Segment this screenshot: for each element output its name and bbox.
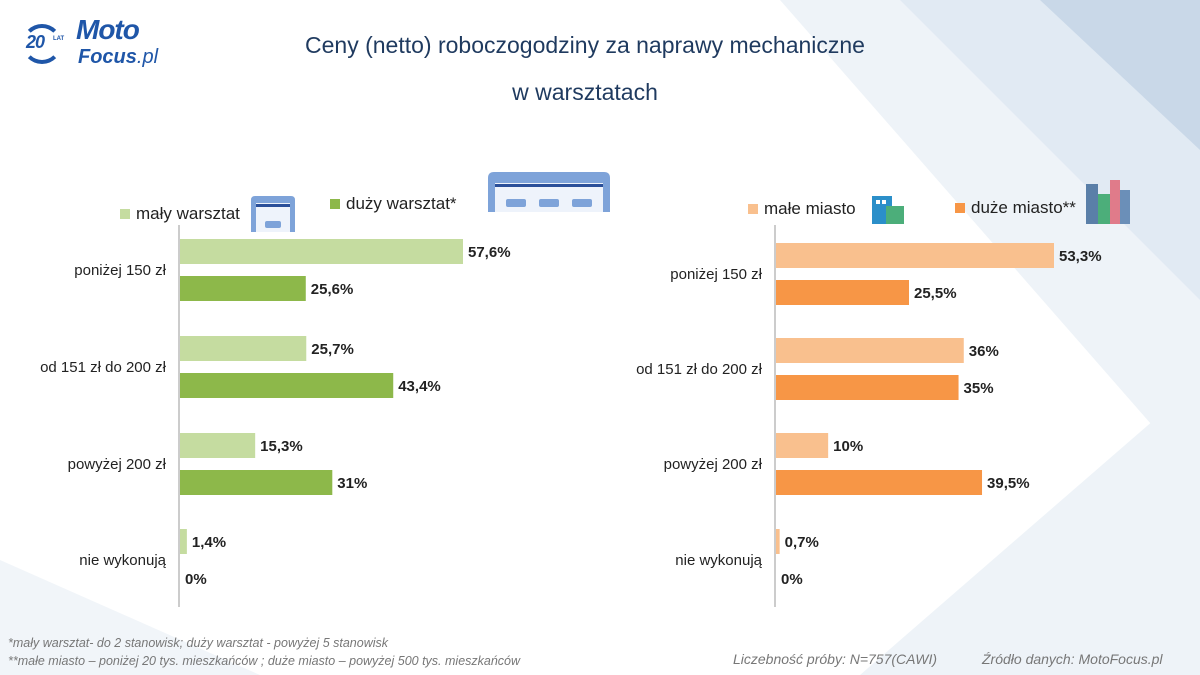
bar [180,276,306,301]
bar [180,470,333,495]
chart-title-line1: Ceny (netto) roboczogodziny za naprawy m… [305,32,865,58]
bar [776,433,829,458]
logo-years: 20 [26,32,45,52]
data-label: 25,5% [914,285,957,302]
data-label: 57,6% [468,244,511,261]
bar [180,239,463,264]
big-city-icon [1085,180,1130,224]
logo-focus: Focus.pl [78,46,159,68]
category-label: od 151 zł do 200 zł [40,359,167,376]
data-label: 31% [337,475,367,492]
data-label: 43,4% [398,378,441,395]
footnote-city: **małe miasto – poniżej 20 tys. mieszkań… [8,654,521,668]
data-label: 10% [833,438,863,455]
data-label: 0% [185,571,207,588]
data-label: 15,3% [260,438,303,455]
bar [776,375,959,400]
motofocus-logo: 20 LAT Moto Focus.pl [22,14,176,72]
category-label: powyżej 200 zł [664,456,763,473]
data-label: 25,7% [311,341,354,358]
data-label: 39,5% [987,475,1030,492]
chart-title-line2: w warsztatach [512,79,658,105]
logo-lat: LAT [53,36,65,42]
data-label: 25,6% [311,281,354,298]
data-source: Źródło danych: MotoFocus.pl [982,651,1163,667]
bar [180,336,307,361]
bar [180,433,256,458]
bar [776,243,1054,268]
footnote-workshop: *mały warsztat- do 2 stanowisk; duży war… [8,636,388,650]
bar [180,529,187,554]
bar [180,373,394,398]
small-town-icon [871,196,904,224]
category-label: nie wykonują [675,552,762,569]
data-label: 1,4% [192,534,226,551]
data-label: 36% [969,343,999,360]
legend-item-large-workshop: duży warsztat* [330,194,457,214]
legend-item-big-city: duże miasto** [955,180,1132,224]
category-label: od 151 zł do 200 zł [636,361,763,378]
bar [776,338,964,363]
legend-item-small-workshop: mały warsztat [120,194,298,234]
category-label: poniżej 150 zł [670,266,762,283]
category-label: powyżej 200 zł [68,456,167,473]
category-label: poniżej 150 zł [74,262,166,279]
logo-moto: Moto [76,14,140,45]
large-garage-icon [488,172,610,212]
small-garage-icon [250,196,295,232]
data-label: 0,7% [785,534,819,551]
bar [776,470,983,495]
bar [776,280,910,305]
bar [776,529,780,554]
legend-item-small-town: małe miasto [748,192,908,226]
data-label: 35% [964,380,994,397]
sample-size: Liczebność próby: N=757(CAWI) [733,651,937,667]
data-label: 0% [781,571,803,588]
data-label: 53,3% [1059,248,1102,265]
category-label: nie wykonują [79,552,166,569]
